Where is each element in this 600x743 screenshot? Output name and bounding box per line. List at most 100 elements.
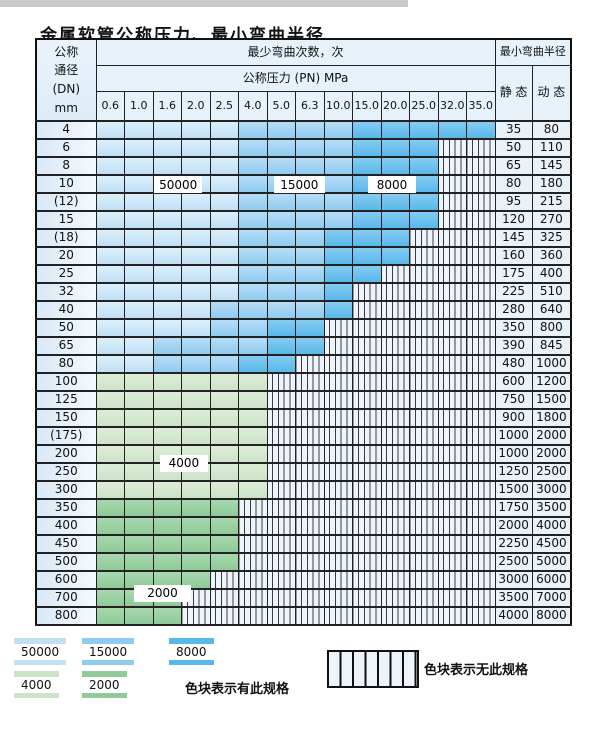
spec-cell-15000 xyxy=(181,336,211,356)
no-spec-cell xyxy=(466,354,496,374)
spec-cell-2000 xyxy=(95,552,125,572)
no-spec-cell xyxy=(466,264,496,284)
spec-cell-15000 xyxy=(266,228,296,248)
spec-cell-4000 xyxy=(95,480,125,500)
region-label-8000: 8000 xyxy=(367,176,417,194)
legend-has-spec-text: 色块表示有此规格 xyxy=(185,682,290,697)
spec-cell-8000 xyxy=(323,228,353,248)
no-spec-cell xyxy=(352,426,382,446)
spec-cell-8000 xyxy=(380,120,410,140)
no-spec-cell xyxy=(437,282,467,302)
dn-cell: 50 xyxy=(35,318,97,338)
no-spec-cell xyxy=(266,498,296,518)
spec-cell-8000 xyxy=(295,318,325,338)
no-spec-cell xyxy=(380,408,410,428)
no-spec-cell xyxy=(323,390,353,410)
no-spec-cell xyxy=(380,552,410,572)
no-spec-cell xyxy=(466,570,496,590)
spec-cell-15000 xyxy=(209,318,239,338)
table-row: 400 2000 4000 xyxy=(35,516,572,536)
spec-cell-2000 xyxy=(152,516,182,536)
spec-cell-8000 xyxy=(352,120,382,140)
no-spec-cell xyxy=(352,372,382,392)
no-spec-cell xyxy=(466,390,496,410)
dynamic-value: 145 xyxy=(531,156,572,176)
no-spec-cell xyxy=(380,390,410,410)
pressure-col-header: 10.0 xyxy=(323,91,353,122)
spec-cell-8000 xyxy=(352,228,382,248)
no-spec-cell xyxy=(266,372,296,392)
static-value: 3000 xyxy=(494,570,533,590)
static-value: 1000 xyxy=(494,444,533,464)
spec-cell-50000 xyxy=(181,210,211,230)
pressure-col-header: 6.3 xyxy=(295,91,325,122)
static-value: 2250 xyxy=(494,534,533,554)
no-spec-cell xyxy=(466,282,496,302)
no-spec-cell xyxy=(295,534,325,554)
spec-cell-50000 xyxy=(95,228,125,248)
no-spec-cell xyxy=(437,336,467,356)
no-spec-cell xyxy=(466,606,496,626)
table-row: 20 160 360 xyxy=(35,246,572,266)
dn-cell: 25 xyxy=(35,264,97,284)
no-spec-cell xyxy=(266,444,296,464)
table-row: 25 175 400 xyxy=(35,264,572,284)
no-spec-cell xyxy=(437,390,467,410)
table-row: 80 480 1000 xyxy=(35,354,572,374)
static-value: 1000 xyxy=(494,426,533,446)
no-spec-cell xyxy=(295,354,325,374)
no-spec-cell xyxy=(380,516,410,536)
no-spec-cell xyxy=(437,192,467,212)
spec-cell-50000 xyxy=(124,138,154,158)
dn-cell: 200 xyxy=(35,444,97,464)
no-spec-cell xyxy=(437,606,467,626)
no-spec-cell xyxy=(466,408,496,428)
no-spec-cell xyxy=(437,426,467,446)
no-spec-cell xyxy=(209,606,239,626)
spec-cell-15000 xyxy=(266,120,296,140)
no-spec-cell xyxy=(238,534,268,554)
spec-cell-50000 xyxy=(95,264,125,284)
dn-cell: 500 xyxy=(35,552,97,572)
spec-cell-4000 xyxy=(209,426,239,446)
table-row: 50 350 800 xyxy=(35,318,572,338)
no-spec-cell xyxy=(295,498,325,518)
spec-cell-8000 xyxy=(380,138,410,158)
static-value: 65 xyxy=(494,156,533,176)
spec-cell-8000 xyxy=(323,246,353,266)
no-spec-cell xyxy=(409,534,439,554)
no-spec-cell xyxy=(352,480,382,500)
no-spec-cell xyxy=(181,606,211,626)
spec-cell-50000 xyxy=(209,228,239,248)
spec-cell-8000 xyxy=(409,192,439,212)
no-spec-cell xyxy=(437,228,467,248)
spec-cell-8000 xyxy=(323,282,353,302)
spec-cell-15000 xyxy=(266,192,296,212)
no-spec-cell xyxy=(466,300,496,320)
no-spec-cell xyxy=(409,318,439,338)
region-label-15000: 15000 xyxy=(273,176,325,194)
spec-cell-15000 xyxy=(295,138,325,158)
dynamic-value: 2000 xyxy=(531,426,572,446)
spec-cell-8000 xyxy=(352,192,382,212)
static-value: 480 xyxy=(494,354,533,374)
no-spec-cell xyxy=(352,408,382,428)
no-spec-cell xyxy=(409,570,439,590)
dn-cell: 80 xyxy=(35,354,97,374)
spec-cell-4000 xyxy=(95,408,125,428)
spec-cell-2000 xyxy=(152,498,182,518)
no-spec-cell xyxy=(266,390,296,410)
dynamic-value: 1200 xyxy=(531,372,572,392)
no-spec-cell xyxy=(409,372,439,392)
spec-cell-15000 xyxy=(323,120,353,140)
spec-cell-8000 xyxy=(380,192,410,212)
dynamic-value: 640 xyxy=(531,300,572,320)
no-spec-cell xyxy=(409,516,439,536)
table-row: 32 225 510 xyxy=(35,282,572,302)
no-spec-cell xyxy=(323,480,353,500)
spec-cell-2000 xyxy=(209,552,239,572)
legend-swatch-2000: 2000 xyxy=(82,671,127,698)
no-spec-cell xyxy=(295,390,325,410)
no-spec-cell xyxy=(466,228,496,248)
static-value: 35 xyxy=(494,120,533,140)
